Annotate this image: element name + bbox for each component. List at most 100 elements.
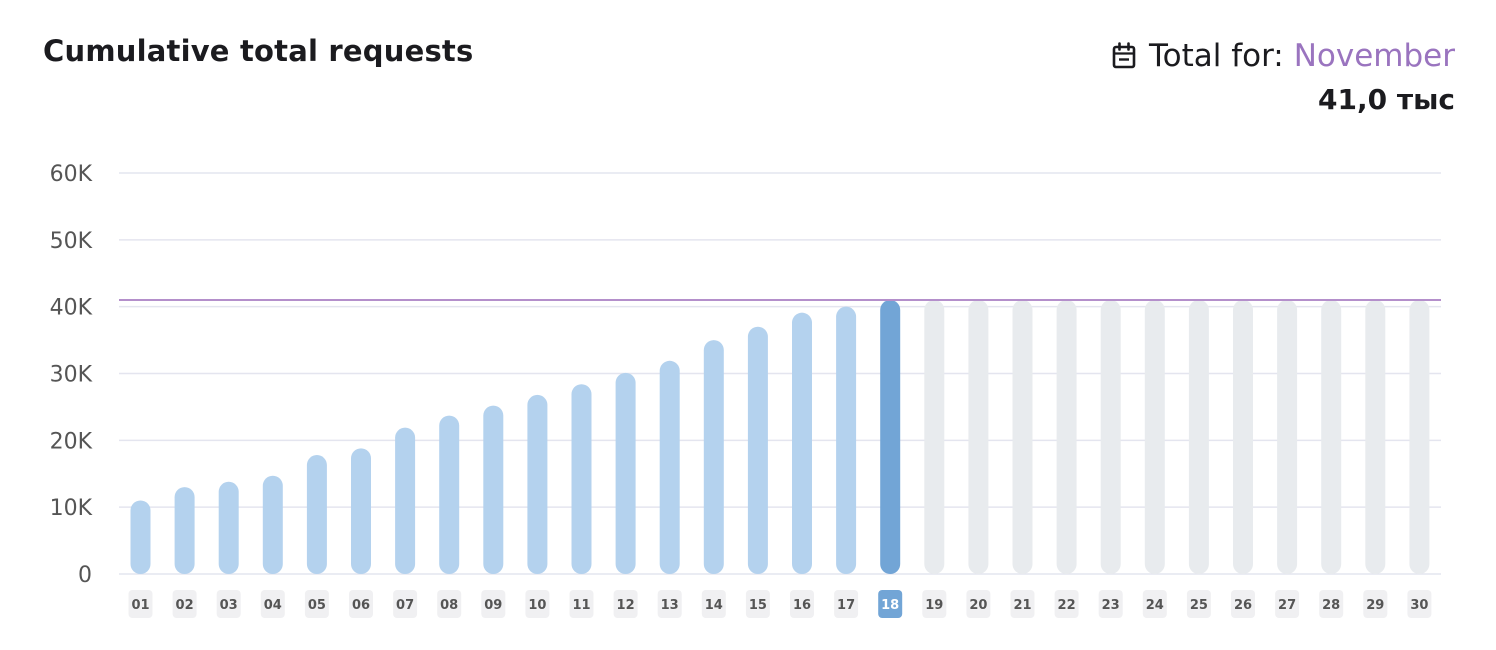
y-tick-label: 30K	[50, 363, 93, 388]
day-label-bg	[1231, 590, 1255, 618]
bar-future[interactable]	[968, 299, 989, 574]
day-label-bg	[304, 590, 329, 618]
day-label-bg	[349, 590, 373, 618]
day-label-bg	[525, 590, 550, 618]
x-tick-label[interactable]: 11	[572, 598, 590, 613]
day-label-bg	[1098, 590, 1123, 618]
x-tick-label[interactable]: 07	[396, 598, 414, 613]
x-tick-label[interactable]: 19	[925, 598, 943, 613]
x-tick-label[interactable]: 29	[1366, 598, 1384, 613]
y-tick-label: 20K	[50, 429, 93, 454]
day-label-bg-current	[878, 590, 903, 618]
bar[interactable]	[218, 481, 239, 574]
x-tick-label[interactable]: 06	[352, 598, 370, 613]
x-tick-label[interactable]: 30	[1410, 598, 1428, 613]
x-tick-label[interactable]: 26	[1234, 598, 1252, 613]
x-tick-label[interactable]: 22	[1058, 598, 1076, 613]
bar-future[interactable]	[1409, 299, 1430, 574]
bar[interactable]	[483, 405, 504, 574]
bar-future[interactable]	[924, 299, 945, 574]
day-label-bg	[966, 590, 991, 618]
y-tick-label: 40K	[50, 296, 93, 321]
day-label-bg	[1186, 590, 1211, 618]
bar[interactable]	[351, 448, 371, 574]
x-tick-label[interactable]: 17	[837, 598, 855, 613]
day-label-bg	[1010, 590, 1035, 618]
x-tick-label[interactable]: 09	[484, 598, 502, 613]
day-label-bg	[922, 590, 947, 618]
bar-future[interactable]	[1365, 299, 1386, 574]
bar-future[interactable]	[1321, 299, 1342, 574]
x-tick-label[interactable]: 01	[131, 598, 149, 613]
x-tick-label[interactable]: 04	[264, 598, 282, 613]
x-tick-label[interactable]: 02	[176, 598, 194, 613]
day-label-bg	[172, 590, 197, 618]
x-tick-label[interactable]: 12	[617, 598, 635, 613]
bar[interactable]	[527, 394, 548, 574]
chart-title: Cumulative total requests	[43, 34, 474, 68]
bar-future[interactable]	[1100, 299, 1121, 574]
day-label-bg	[834, 590, 859, 618]
period-total-header: Total for: November	[1111, 38, 1455, 74]
bar-future[interactable]	[1188, 299, 1209, 574]
x-tick-label[interactable]: 13	[661, 598, 679, 613]
x-tick-label[interactable]: 16	[793, 598, 811, 613]
bar-future[interactable]	[1144, 299, 1165, 574]
bar[interactable]	[571, 384, 592, 574]
day-label-bg	[260, 590, 285, 618]
bar-future[interactable]	[1233, 299, 1253, 574]
bar-future[interactable]	[1277, 299, 1298, 574]
y-tick-label: 60K	[50, 162, 93, 187]
x-tick-label[interactable]: 14	[705, 598, 723, 613]
day-label-bg	[1142, 590, 1167, 618]
day-label-bg	[437, 590, 462, 618]
x-tick-label[interactable]: 10	[528, 598, 546, 613]
x-tick-label[interactable]: 21	[1013, 598, 1031, 613]
x-tick-label[interactable]: 25	[1190, 598, 1208, 613]
day-label-bg	[1407, 590, 1432, 618]
day-label-bg	[569, 590, 594, 618]
x-tick-label[interactable]: 23	[1102, 598, 1120, 613]
x-tick-label[interactable]: 15	[749, 598, 767, 613]
total-value: 41,0 тыс	[1318, 83, 1455, 116]
x-tick-label-current[interactable]: 18	[881, 598, 899, 613]
bar[interactable]	[747, 326, 768, 574]
bar[interactable]	[703, 340, 724, 574]
bar[interactable]	[395, 427, 416, 574]
month-selector[interactable]: November	[1293, 38, 1455, 74]
x-tick-label[interactable]: 24	[1146, 598, 1164, 613]
x-tick-label[interactable]: 28	[1322, 598, 1340, 613]
day-label-bg	[481, 590, 506, 618]
bar-current-day[interactable]	[880, 299, 901, 574]
bar-future[interactable]	[1012, 299, 1033, 574]
bar[interactable]	[615, 372, 636, 574]
calendar-icon	[1111, 42, 1137, 70]
day-label-bg	[216, 590, 241, 618]
bar[interactable]	[792, 312, 812, 574]
x-tick-label[interactable]: 03	[220, 598, 238, 613]
bar[interactable]	[130, 500, 151, 574]
y-tick-label: 10K	[50, 496, 93, 521]
day-label-bg	[1275, 590, 1300, 618]
x-tick-label[interactable]: 27	[1278, 598, 1296, 613]
bar[interactable]	[836, 306, 857, 574]
day-label-bg	[1363, 590, 1388, 618]
total-prefix: Total for:	[1148, 38, 1284, 74]
bar[interactable]	[306, 455, 327, 574]
x-tick-label[interactable]: 08	[440, 598, 458, 613]
bar[interactable]	[659, 360, 680, 574]
day-label-bg	[745, 590, 770, 618]
day-label-bg	[657, 590, 682, 618]
day-label-bg	[393, 590, 418, 618]
x-tick-label[interactable]: 05	[308, 598, 326, 613]
x-tick-label[interactable]: 20	[969, 598, 987, 613]
bar-future[interactable]	[1056, 299, 1077, 574]
day-label-bg	[1054, 590, 1079, 618]
bar[interactable]	[174, 487, 195, 574]
y-tick-label: 50K	[50, 229, 93, 254]
bar[interactable]	[262, 475, 283, 574]
day-label-bg	[1319, 590, 1344, 618]
bar[interactable]	[439, 415, 460, 574]
day-label-bg	[613, 590, 638, 618]
